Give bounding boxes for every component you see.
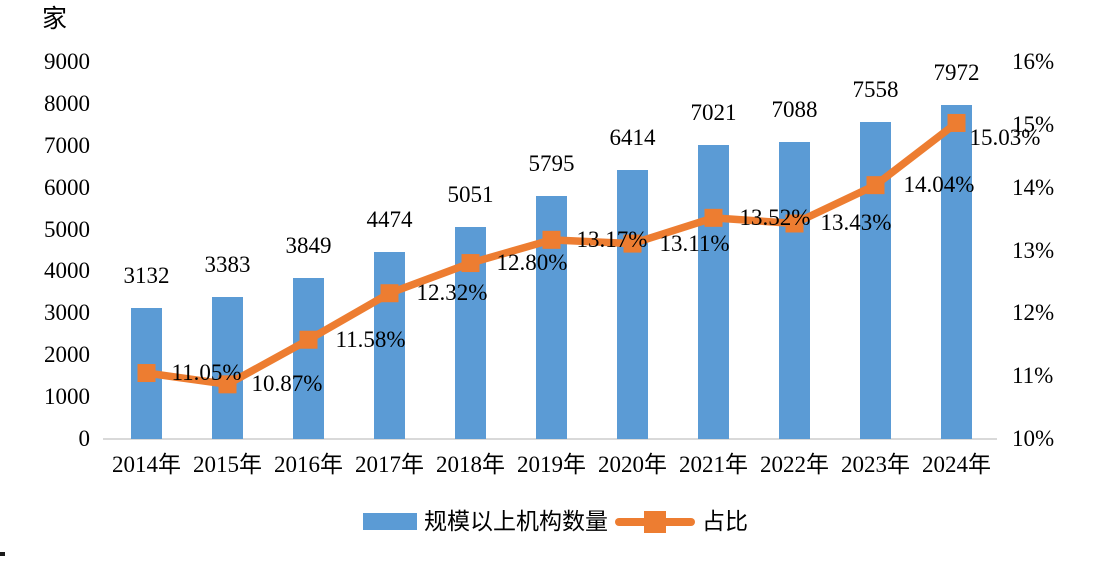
legend-line-swatch-icon bbox=[615, 510, 695, 533]
legend-line-marker bbox=[644, 510, 666, 533]
right-tick-label: 16% bbox=[1012, 49, 1055, 74]
pct-label: 12.80% bbox=[496, 250, 568, 276]
bar-value-label: 5051 bbox=[447, 182, 494, 208]
bar bbox=[455, 227, 486, 439]
legend-bar-swatch-icon bbox=[363, 513, 417, 530]
left-tick-label: 8000 bbox=[44, 90, 90, 116]
pct-label: 15.03% bbox=[969, 124, 1041, 150]
x-tick-label: 2014年 bbox=[112, 452, 181, 477]
left-tick-label: 6000 bbox=[44, 174, 90, 200]
x-tick-label: 2019年 bbox=[517, 452, 586, 477]
bar-value-label: 7558 bbox=[852, 77, 899, 103]
legend-line-label: 占比 bbox=[702, 509, 748, 534]
left-tick-label: 9000 bbox=[44, 49, 90, 74]
bar-value-label: 3849 bbox=[285, 232, 332, 258]
right-tick-label: 10% bbox=[1012, 426, 1055, 451]
pct-label: 11.58% bbox=[335, 326, 406, 352]
x-tick-label: 2022年 bbox=[760, 452, 829, 477]
pct-label: 13.52% bbox=[739, 204, 811, 230]
pct-label: 13.43% bbox=[820, 210, 892, 236]
right-tick-label: 15% bbox=[1012, 111, 1055, 137]
x-tick-label: 2020年 bbox=[598, 452, 667, 477]
bar bbox=[779, 142, 810, 439]
pct-label: 12.32% bbox=[416, 280, 488, 306]
left-tick-label: 1000 bbox=[44, 384, 90, 410]
bar-value-label: 4474 bbox=[366, 206, 413, 232]
right-tick-label: 14% bbox=[1012, 174, 1055, 200]
legend: 规模以上机构数量 占比 bbox=[363, 508, 748, 535]
left-axis-unit-label: 家 bbox=[42, 6, 68, 33]
x-tick-label: 2017年 bbox=[355, 452, 424, 477]
x-tick-label: 2023年 bbox=[841, 452, 910, 477]
bar-value-label: 7088 bbox=[771, 97, 818, 123]
bar bbox=[941, 105, 972, 439]
x-tick-label: 2016年 bbox=[274, 452, 343, 477]
x-tick-label: 2018年 bbox=[436, 452, 505, 477]
left-tick-label: 0 bbox=[78, 426, 91, 451]
left-tick-label: 5000 bbox=[44, 216, 90, 242]
x-tick-label: 2024年 bbox=[922, 452, 991, 477]
left-tick-label: 4000 bbox=[44, 258, 90, 284]
bar-value-label: 5795 bbox=[528, 151, 575, 177]
x-axis-line bbox=[103, 438, 997, 440]
bar bbox=[293, 277, 324, 439]
stray-mark bbox=[0, 552, 5, 556]
bar bbox=[617, 170, 648, 439]
pct-label: 14.04% bbox=[903, 172, 975, 198]
left-tick-label: 2000 bbox=[44, 342, 90, 368]
x-tick-label: 2021年 bbox=[679, 452, 748, 477]
x-tick-label: 2015年 bbox=[193, 452, 262, 477]
bar-value-label: 6414 bbox=[609, 125, 656, 151]
pct-label: 13.11% bbox=[659, 230, 730, 256]
right-tick-label: 12% bbox=[1012, 300, 1055, 326]
bar-value-label: 7972 bbox=[933, 60, 980, 86]
legend-bar-label: 规模以上机构数量 bbox=[424, 509, 608, 534]
left-tick-label: 7000 bbox=[44, 132, 90, 158]
bar bbox=[698, 144, 729, 439]
pct-label: 11.05% bbox=[171, 360, 242, 386]
left-tick-label: 3000 bbox=[44, 300, 90, 326]
bar bbox=[131, 307, 162, 439]
right-tick-label: 11% bbox=[1012, 363, 1054, 389]
bar bbox=[536, 196, 567, 439]
pct-label: 13.17% bbox=[576, 226, 648, 252]
right-tick-label: 13% bbox=[1012, 237, 1055, 263]
pct-label: 10.87% bbox=[251, 371, 323, 397]
bar bbox=[860, 122, 891, 439]
